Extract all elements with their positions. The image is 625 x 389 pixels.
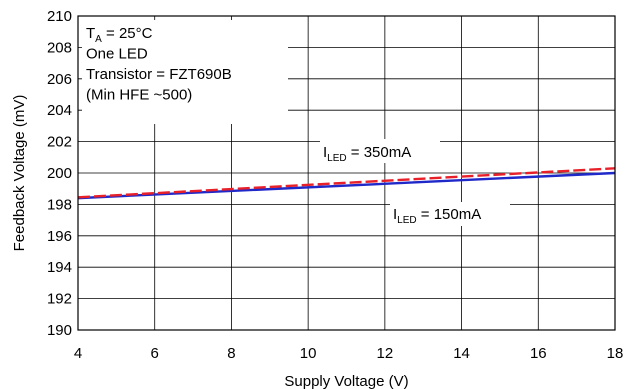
- label-150-value: = 150mA: [417, 206, 482, 223]
- x-tick-label: 10: [300, 345, 317, 362]
- series-label-350ma: ILED = 350mA: [320, 139, 440, 164]
- y-tick-label: 200: [47, 165, 72, 182]
- series-label-150ma-text: ILED = 150mA: [393, 206, 481, 226]
- y-tick-label: 206: [47, 71, 72, 88]
- y-tick-label: 196: [47, 228, 72, 245]
- x-tick-label: 12: [377, 345, 394, 362]
- y-tick-label: 198: [47, 196, 72, 213]
- annotation-line-hfe: (Min HFE ~500): [86, 87, 192, 104]
- ambient-temperature-note: TA = 25°C: [86, 25, 153, 45]
- series-line-150ma: [77, 171, 616, 200]
- label-150-main: I: [393, 206, 397, 223]
- series-line-350ma: [77, 167, 616, 199]
- series-label-350ma-text: ILED = 350mA: [323, 144, 411, 164]
- x-tick-label: 8: [227, 345, 235, 362]
- x-tick-label: 4: [74, 345, 82, 362]
- y-tick-label: 194: [47, 259, 72, 276]
- ta-main: T: [86, 25, 95, 42]
- plot-frame: [77, 15, 616, 331]
- ta-subscript: A: [95, 34, 102, 45]
- y-axis-title: Feedback Voltage (mV): [11, 95, 28, 252]
- label-350-subscript: LED: [327, 153, 346, 164]
- y-tick-label: 192: [47, 291, 72, 308]
- label-350-value: = 350mA: [347, 144, 412, 161]
- label-150-subscript: LED: [397, 215, 416, 226]
- y-tick-label: 190: [47, 322, 72, 339]
- x-axis-title: Supply Voltage (V): [284, 373, 408, 389]
- x-tick-label: 18: [607, 345, 624, 362]
- series-label-350ma-background: [320, 139, 440, 163]
- label-350-main: I: [323, 144, 327, 161]
- series-label-150ma-background: [390, 202, 510, 226]
- conditions-annotation: TA = 25°C One LED Transistor = FZT690B (…: [82, 20, 288, 124]
- annotation-line-one-led: One LED: [86, 46, 148, 63]
- y-tick-label: 202: [47, 134, 72, 151]
- series-label-150ma: ILED = 150mA: [390, 202, 510, 226]
- y-tick-label: 208: [47, 39, 72, 56]
- tick-labels: 4 6 8 10 12 14 16 18 190 192 194 196 198 200 202 204 206…: [47, 8, 623, 362]
- y-tick-label: 204: [47, 102, 72, 119]
- x-tick-label: 6: [151, 345, 159, 362]
- ta-value: = 25°C: [102, 25, 153, 42]
- x-tick-label: 16: [530, 345, 547, 362]
- x-tick-label: 14: [453, 345, 470, 362]
- annotation-background: [82, 20, 288, 124]
- series-layer: [77, 167, 616, 200]
- y-tick-label: 210: [47, 8, 72, 25]
- annotation-line-transistor: Transistor = FZT690B: [86, 66, 232, 83]
